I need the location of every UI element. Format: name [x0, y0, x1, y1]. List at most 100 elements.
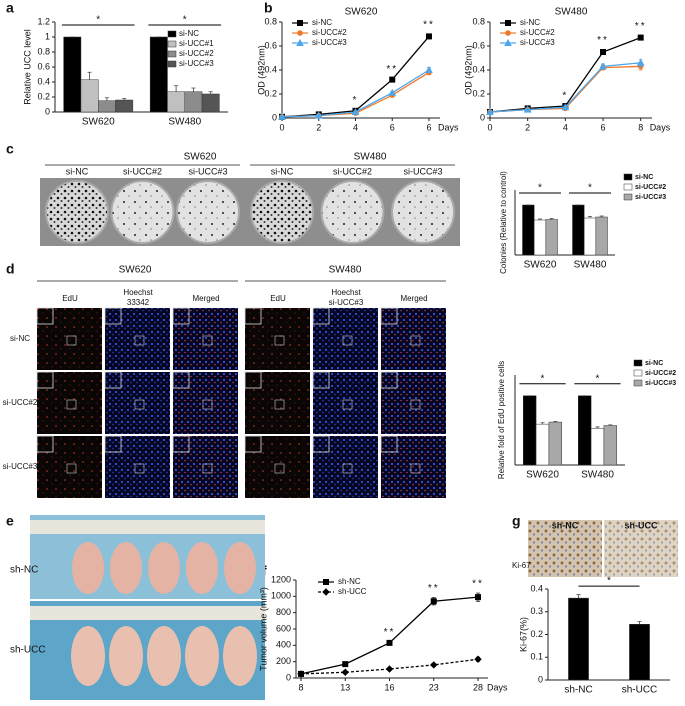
marker: [278, 112, 286, 120]
zoom-box: [202, 463, 213, 474]
marker: [475, 594, 481, 601]
zoom-box: [66, 463, 77, 474]
significance-mark: *: [562, 90, 568, 101]
error-bar: [87, 71, 92, 80]
panel-letter: c: [6, 141, 14, 157]
significance-mark: *: [607, 576, 611, 587]
micrograph: [37, 308, 102, 370]
plate-label: si-UCC#3: [403, 166, 442, 176]
legend-swatch: [167, 60, 177, 68]
bar: [63, 36, 82, 113]
significance-mark: **: [635, 21, 647, 32]
mouse: [148, 542, 180, 594]
zoom-box: [134, 399, 145, 410]
y-tick-label: 1200: [271, 574, 291, 584]
column-label: EdU: [62, 294, 78, 303]
error-bar: [549, 218, 554, 220]
marker: [599, 62, 607, 70]
significance-mark: *: [96, 15, 100, 26]
bar: [167, 91, 185, 113]
legend-label: si-UCC#3: [645, 380, 676, 387]
zoom-box: [342, 399, 353, 410]
panel-letter: e: [6, 513, 14, 529]
ihc-photo: [528, 520, 602, 577]
bar: [578, 395, 592, 466]
bar: [184, 91, 203, 113]
error-bar: [588, 216, 592, 218]
marker: [297, 20, 303, 26]
marker: [636, 58, 645, 66]
y-tick-label: 0.4: [472, 64, 485, 74]
x-tick-label: 2: [525, 122, 530, 132]
y-tick-label: 0.4: [37, 76, 50, 86]
zoom-box: [274, 463, 285, 474]
column-label: EdU: [270, 294, 286, 303]
micrograph: [381, 372, 446, 434]
y-axis-label: Tumor volume (mm³): [258, 587, 268, 671]
significance-mark: **: [597, 35, 609, 46]
plate-label: si-UCC#2: [123, 166, 162, 176]
marker: [342, 661, 349, 668]
micrograph: [37, 372, 102, 434]
legend-label: si-UCC#2: [179, 49, 214, 58]
y-tick-label: 0.8: [264, 16, 277, 26]
bar: [98, 100, 116, 113]
marker: [297, 670, 305, 678]
inset-box: [104, 307, 122, 325]
x-tick-label: 6: [390, 122, 395, 132]
micrograph: [105, 308, 170, 370]
bar: [548, 421, 563, 466]
y-tick-label: 0.6: [264, 40, 277, 50]
legend-swatch: [623, 183, 633, 191]
significance-mark: **: [423, 20, 435, 31]
y-tick-label: 0.3: [530, 606, 543, 616]
micrograph: [105, 372, 170, 434]
y-tick-label: 0.2: [37, 91, 50, 101]
marker: [430, 661, 438, 669]
row-label: si-UCC#3: [3, 462, 38, 471]
legend-label: si-NC: [520, 18, 540, 27]
error-bar: [122, 98, 127, 100]
bar: [545, 219, 558, 256]
legend-label: si-UCC#3: [520, 38, 555, 47]
marker: [561, 103, 570, 111]
y-tick-label: 0.8: [37, 46, 50, 56]
x-tick-label: sh-UCC: [622, 685, 658, 696]
x-tick-label: 2: [316, 122, 321, 132]
x-tick-label: SW480: [168, 117, 201, 128]
inset-box: [36, 371, 54, 389]
legend-label: sh-UCC: [338, 587, 367, 596]
zoom-box: [342, 335, 353, 346]
bar: [590, 428, 605, 466]
panel-letter: d: [6, 261, 15, 277]
legend-label: si-UCC#1: [179, 39, 214, 48]
legend-label: si-NC: [645, 360, 663, 367]
micrograph: [245, 436, 310, 498]
row-label: si-UCC#2: [3, 398, 38, 407]
marker: [637, 34, 644, 41]
y-tick-label: 0.6: [472, 40, 485, 50]
marker: [297, 30, 303, 36]
significance-mark: *: [538, 183, 542, 194]
y-tick-label: 0: [272, 112, 277, 122]
micrograph: [313, 308, 378, 370]
bar: [535, 423, 550, 466]
marker: [425, 65, 433, 73]
bar: [533, 219, 547, 256]
stain-label: Ki-67: [512, 561, 531, 570]
micrograph: [381, 308, 446, 370]
column-label: Hoechst: [331, 288, 361, 297]
y-tick-label: 400: [276, 640, 291, 650]
micrograph: [245, 308, 310, 370]
y-axis-label: OD (492nm): [256, 45, 266, 95]
photo-row-label: sh-NC: [10, 565, 38, 576]
inset-box: [380, 307, 398, 325]
column-label: 33342: [127, 298, 150, 307]
significance-mark: *: [183, 15, 187, 26]
bar: [115, 99, 134, 113]
marker: [314, 111, 323, 119]
significance-mark: *: [588, 183, 592, 194]
panel-letter: g: [512, 513, 521, 529]
legend-swatch: [167, 50, 177, 58]
y-tick-label: 0.1: [530, 652, 543, 662]
